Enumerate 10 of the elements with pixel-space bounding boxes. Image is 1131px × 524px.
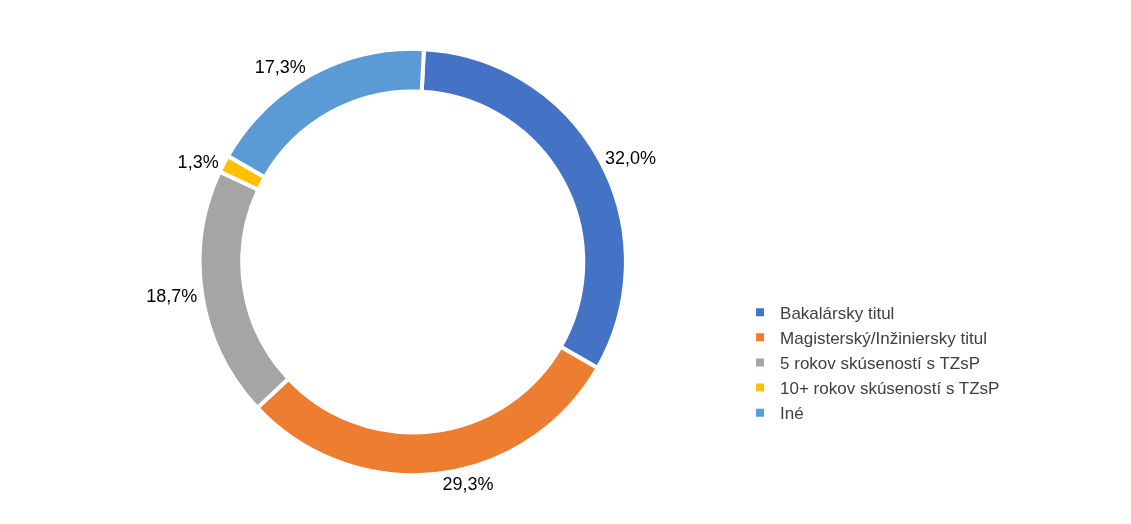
legend-label: Iné bbox=[780, 404, 804, 424]
legend-label: Magisterský/Inžiniersky titul bbox=[780, 329, 987, 348]
data-label: 18,7% bbox=[146, 285, 198, 306]
data-label: 1,3% bbox=[177, 151, 219, 172]
legend-label: Bakalársky titul bbox=[780, 303, 895, 323]
legend-label: 10+ rokov skúseností s TZsP bbox=[780, 379, 1000, 399]
data-label: 29,3% bbox=[442, 473, 494, 494]
legend-label: 5 rokov skúseností s TZsP bbox=[780, 354, 981, 374]
data-label: 32,0% bbox=[604, 147, 656, 168]
data-label: 17,3% bbox=[254, 57, 306, 78]
